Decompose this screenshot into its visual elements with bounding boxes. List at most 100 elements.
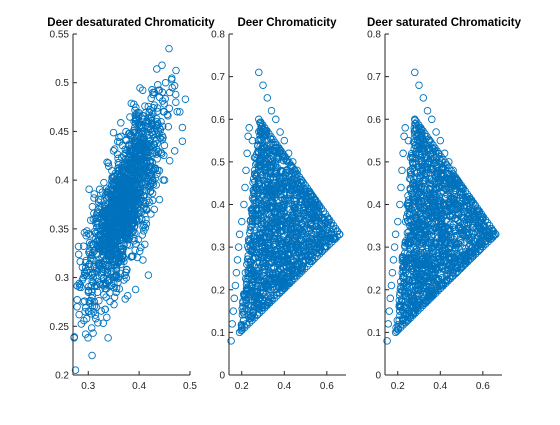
scatter-point xyxy=(92,281,100,289)
scatter-point xyxy=(138,86,147,94)
scatter-point xyxy=(432,211,441,219)
scatter-point xyxy=(178,123,187,132)
scatter-point xyxy=(453,179,462,187)
scatter-point xyxy=(137,215,146,223)
x-tick-label: 0.3 xyxy=(81,381,95,392)
scatter-point xyxy=(94,319,102,327)
scatter-point xyxy=(71,366,80,374)
scatter-point xyxy=(448,193,456,202)
scatter-point xyxy=(248,281,257,290)
scatter-point xyxy=(411,68,419,77)
scatter-point xyxy=(424,154,432,163)
y-tick-label: 0.5 xyxy=(55,78,69,89)
scatter-point xyxy=(118,230,126,239)
scatter-point xyxy=(110,284,118,292)
scatter-point xyxy=(124,197,133,206)
scatter-point xyxy=(137,180,146,188)
scatter-point xyxy=(107,241,115,249)
subplot-title: Deer Chromaticity xyxy=(237,17,337,29)
scatter-point xyxy=(285,236,293,245)
scatter-point xyxy=(459,230,467,239)
scatter-point xyxy=(160,151,168,160)
scatter-point xyxy=(73,303,81,311)
scatter-point xyxy=(297,201,305,210)
y-tick-label: 0.4 xyxy=(55,176,69,187)
scatter-point xyxy=(453,264,462,273)
scatter-point xyxy=(423,106,432,115)
y-tick-label: 0.1 xyxy=(211,328,225,339)
scatter-point xyxy=(84,334,92,342)
scatter-point xyxy=(238,311,247,319)
x-tick-label: 0.4 xyxy=(433,381,447,392)
scatter-point xyxy=(148,167,157,175)
scatter-point xyxy=(120,257,128,266)
scatter-point xyxy=(260,220,269,228)
scatter-point xyxy=(416,304,425,312)
scatter-point xyxy=(444,270,452,278)
scatter-point xyxy=(258,259,267,267)
scatter-point xyxy=(431,223,439,231)
scatter-point xyxy=(440,251,449,260)
scatter-point xyxy=(283,282,291,290)
scatter-point xyxy=(301,185,310,194)
scatter-point xyxy=(94,259,103,267)
scatter-point xyxy=(114,258,123,267)
scatter-point xyxy=(269,240,278,248)
scatter-point xyxy=(155,86,164,94)
scatter-point xyxy=(435,193,443,201)
scatter-point xyxy=(310,205,318,213)
scatter-point xyxy=(253,217,262,225)
scatter-point xyxy=(413,131,421,140)
scatter-point xyxy=(276,264,284,273)
scatter-point xyxy=(97,259,106,268)
scatter-point xyxy=(417,128,426,137)
scatter-point xyxy=(444,176,453,184)
scatter-point xyxy=(155,195,164,204)
scatter-point xyxy=(446,274,455,283)
scatter-point xyxy=(474,247,482,256)
scatter-point xyxy=(436,256,445,264)
scatter-point xyxy=(140,152,149,161)
scatter-point xyxy=(93,288,102,296)
scatter-point xyxy=(335,230,344,239)
scatter-point xyxy=(248,206,256,214)
scatter-point xyxy=(145,108,154,116)
scatter-point xyxy=(87,324,96,332)
scatter-point xyxy=(410,127,419,136)
scatter-point xyxy=(466,205,474,213)
scatter-point xyxy=(466,255,475,263)
scatter-point xyxy=(84,282,93,291)
scatter-point xyxy=(280,256,289,264)
scatter-point xyxy=(407,294,416,302)
scatter-point xyxy=(440,149,449,158)
scatter-point xyxy=(293,260,301,268)
y-tick-label: 0.55 xyxy=(50,30,70,41)
y-tick-label: 0.3 xyxy=(55,273,69,284)
scatter-point xyxy=(402,311,411,320)
scatter-point xyxy=(75,310,83,319)
scatter-point xyxy=(263,301,271,310)
scatter-point xyxy=(449,260,457,268)
scatter-point xyxy=(306,196,314,204)
scatter-point xyxy=(449,272,457,280)
scatter-point xyxy=(101,278,110,287)
axes: 0.2 0.25 0.3 0.35 0.4 0.45 0.5 0.55 0.3 0.4 0.5 xyxy=(50,30,198,393)
scatter-point xyxy=(142,164,150,173)
scatter-point xyxy=(415,240,424,248)
scatter-point xyxy=(246,235,255,243)
scatter-point xyxy=(289,256,297,264)
scatter-point xyxy=(454,216,462,225)
scatter-point xyxy=(245,274,253,283)
scatter-point xyxy=(241,292,250,300)
scatter-point xyxy=(439,282,447,290)
scatter-point xyxy=(289,158,297,166)
scatter-point xyxy=(272,115,280,124)
scatter-point xyxy=(288,277,296,285)
scatter-points xyxy=(383,68,500,345)
scatter-point xyxy=(132,136,140,145)
scatter-point xyxy=(122,231,131,240)
scatter-point xyxy=(242,305,250,313)
scatter-point xyxy=(85,185,93,193)
scatter-point xyxy=(267,213,276,221)
